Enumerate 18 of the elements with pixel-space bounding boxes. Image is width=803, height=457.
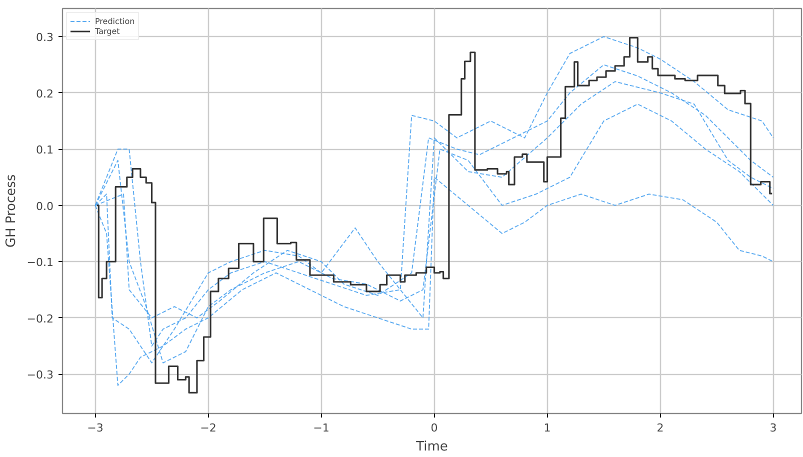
y-tick-label: −0.2 <box>26 312 54 326</box>
x-tick-label: −1 <box>313 422 330 434</box>
y-tick-label: 0.0 <box>36 200 54 213</box>
x-tick-label: −2 <box>200 422 216 434</box>
x-tick-label: 2 <box>656 422 664 434</box>
y-tick-label: 0.1 <box>36 144 54 157</box>
x-tick-label: −3 <box>87 422 104 434</box>
legend-label: Target <box>95 26 120 36</box>
x-tick-label: 1 <box>544 422 551 434</box>
x-tick-label: 3 <box>770 422 777 434</box>
legend-label: Prediction <box>95 16 135 26</box>
y-axis-title: GH Process <box>4 174 19 248</box>
y-tick-label: 0.2 <box>36 87 54 100</box>
x-axis-title: Time <box>415 440 448 454</box>
x-tick-label: 0 <box>430 422 438 434</box>
y-tick-label: −0.1 <box>26 256 54 270</box>
y-tick-label: 0.3 <box>36 31 54 44</box>
y-tick-label: −0.3 <box>26 368 54 382</box>
